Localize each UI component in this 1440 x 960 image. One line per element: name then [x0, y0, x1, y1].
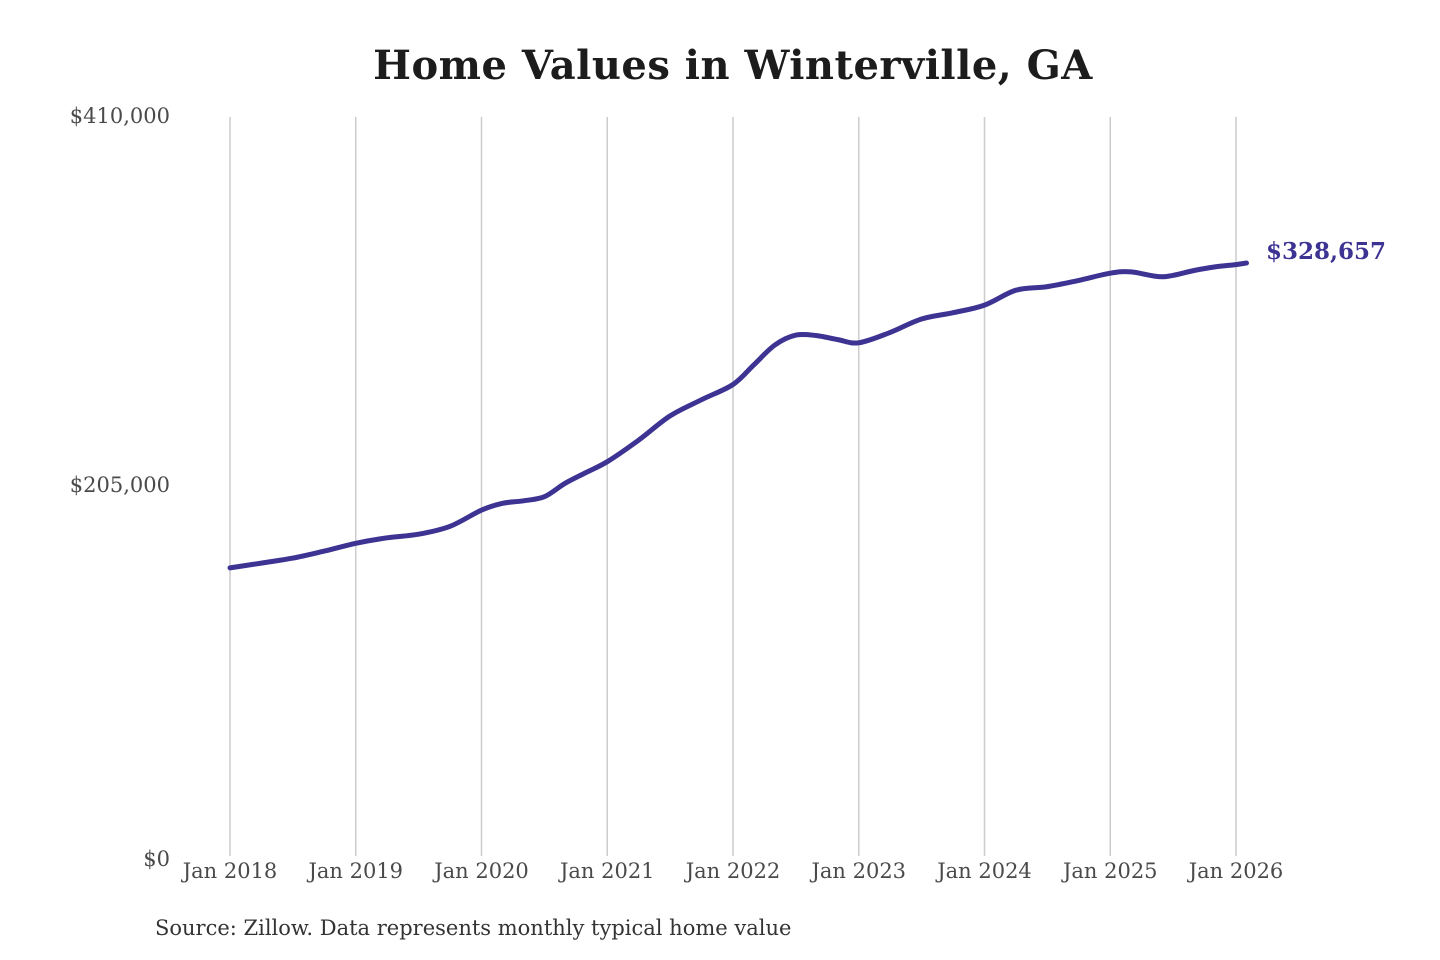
source-note: Source: Zillow. Data represents monthly … — [155, 916, 792, 940]
x-tick-jan-2020: Jan 2020 — [434, 859, 529, 883]
y-axis-label-0: $0 — [143, 847, 170, 871]
x-tick-jan-2026: Jan 2026 — [1188, 859, 1284, 883]
y-axis-label-410000: $410,000 — [69, 104, 170, 128]
x-tick-jan-2025: Jan 2025 — [1062, 859, 1158, 883]
x-tick-jan-2024: Jan 2024 — [937, 859, 1032, 883]
y-axis-label-205000: $205,000 — [69, 473, 170, 497]
latest-value-label: $328,657 — [1266, 238, 1387, 265]
x-tick-jan-2021: Jan 2021 — [559, 859, 655, 883]
x-tick-jan-2019: Jan 2019 — [308, 859, 404, 883]
x-tick-jan-2023: Jan 2023 — [811, 859, 907, 883]
x-tick-jan-2022: Jan 2022 — [685, 859, 781, 883]
chart-title: Home Values in Winterville, GA — [373, 42, 1093, 89]
home-value-line — [227, 260, 1249, 571]
year-gridlines — [229, 117, 1237, 856]
x-tick-jan-2018: Jan 2018 — [182, 859, 278, 883]
